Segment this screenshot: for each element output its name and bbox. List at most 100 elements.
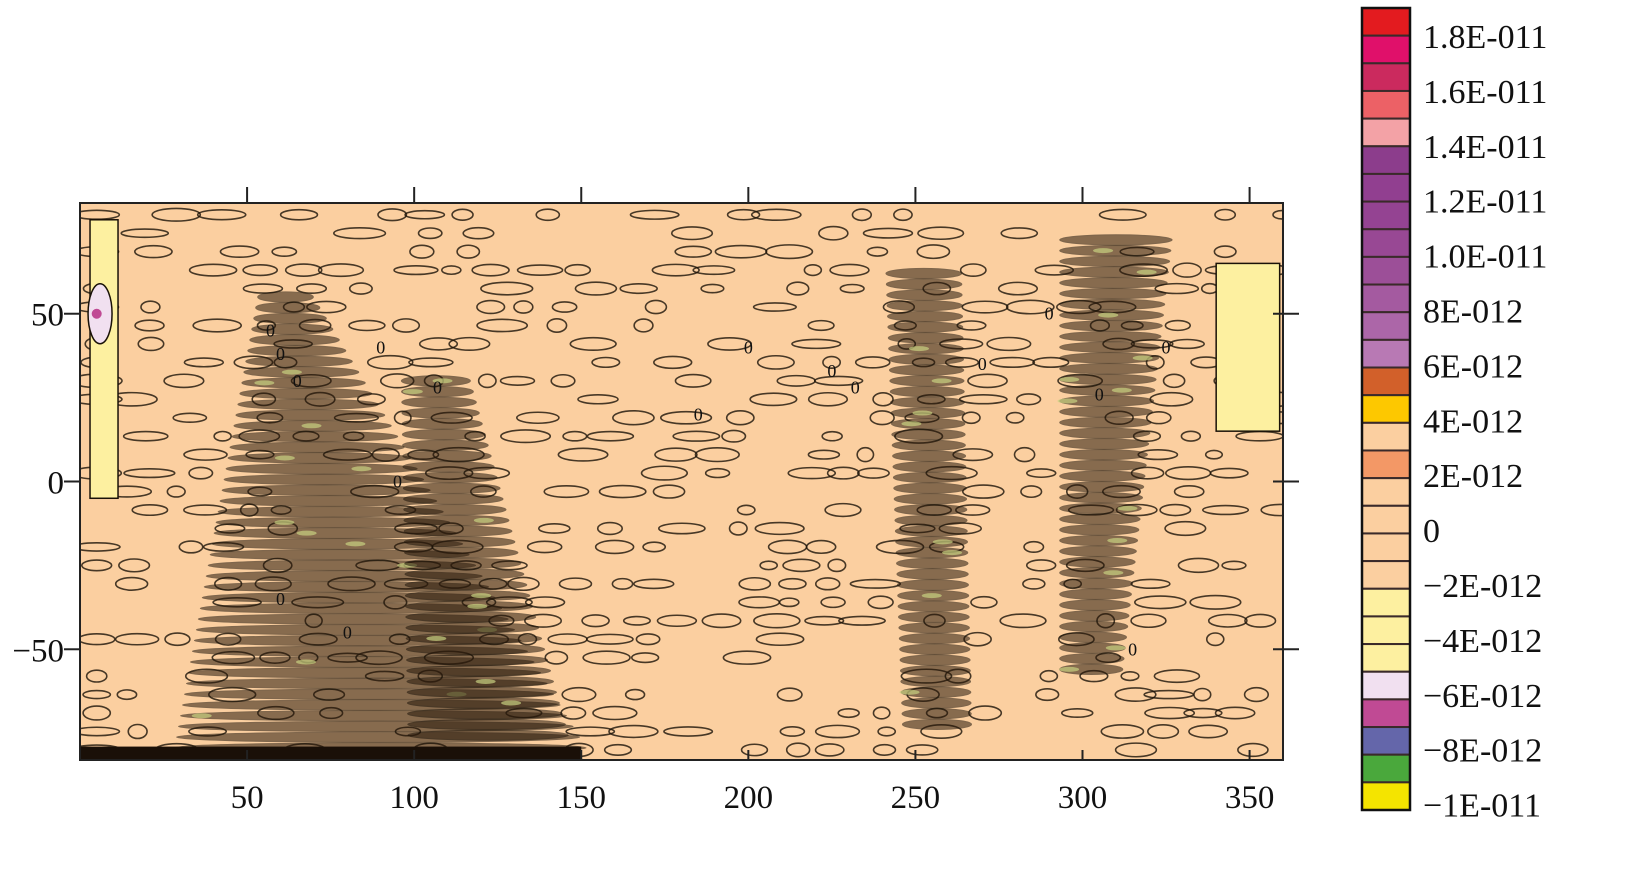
contour-band [249, 334, 340, 346]
contour-loop [409, 244, 435, 259]
contour-band [402, 461, 495, 473]
contour-loop [122, 430, 169, 442]
contour-highlight [901, 421, 922, 427]
contour-loop [279, 208, 319, 221]
contour-loop [1130, 613, 1167, 629]
contour-loop [837, 707, 860, 719]
contour-highlight [1136, 269, 1157, 275]
contour-band [255, 302, 321, 314]
contour-band [1059, 599, 1131, 611]
contour-loop [659, 410, 713, 425]
contour-loop [866, 246, 889, 257]
contour-loop [178, 540, 204, 554]
contour-loop [1183, 707, 1223, 719]
contour-highlight [274, 455, 295, 461]
contour-band [899, 654, 971, 666]
contour-highlight [473, 517, 494, 523]
colorbar-label: 2E-012 [1423, 458, 1523, 495]
colorbar-swatch [1361, 255, 1411, 286]
contour-band [1059, 384, 1156, 396]
contour-loop [916, 244, 951, 260]
contour-loop [1032, 356, 1070, 369]
contour-loop [164, 632, 191, 647]
contour-band [403, 493, 504, 505]
contour-loop [779, 726, 806, 737]
edge-region-west [89, 219, 119, 500]
contour-loop [163, 373, 205, 389]
contour-highlight [254, 380, 275, 386]
contour-loop [652, 484, 686, 499]
colorbar-swatch [1361, 504, 1411, 535]
x-tick-label: 200 [724, 780, 774, 816]
contour-loop [999, 613, 1047, 629]
contour-band [901, 708, 972, 720]
contour-loop [1201, 504, 1250, 516]
contour-loop [959, 263, 987, 278]
y-tick-label: −50 [12, 633, 64, 669]
contour-loop [851, 208, 873, 222]
contour-loop [188, 263, 238, 277]
contour-band [402, 471, 498, 484]
contour-loop [242, 283, 284, 294]
contour-loop [804, 615, 845, 626]
contour-loop [630, 652, 660, 664]
contour-band [407, 708, 563, 720]
contour-loop [1237, 742, 1269, 758]
contour-loop [778, 577, 807, 590]
contour-band [895, 536, 968, 548]
colorbar-swatch [1361, 172, 1411, 203]
bottom-band [80, 746, 582, 760]
contour-band [405, 643, 546, 655]
contour-band [251, 323, 334, 335]
contour-loop [596, 521, 623, 536]
contour-band [1059, 620, 1129, 633]
contour-loop [869, 410, 895, 426]
contour-highlight [296, 530, 317, 536]
contour-loop [822, 355, 842, 370]
contour-loop [546, 318, 568, 333]
contour-loop [524, 596, 566, 609]
contour-loop [1035, 688, 1060, 702]
colorbar-swatch [1361, 753, 1411, 784]
contour-band [1059, 631, 1127, 643]
contour-highlight [931, 378, 952, 384]
contour-loop [803, 264, 823, 277]
contour-band [897, 600, 970, 612]
contour-loop [118, 558, 151, 573]
contour-loop [1207, 613, 1248, 628]
contour-band [896, 557, 969, 569]
contour-band [1059, 470, 1146, 482]
contour-loop [1023, 540, 1045, 554]
contour-loop [1134, 595, 1187, 610]
negative-core [91, 308, 102, 319]
contour-loop [785, 742, 811, 758]
contour-loop [172, 412, 208, 423]
contour-loop [692, 265, 736, 276]
contour-loop [404, 209, 446, 220]
colorbar-swatch [1361, 394, 1411, 424]
contour-loop [1162, 373, 1186, 389]
contour-band [1059, 416, 1152, 429]
contour-loop [658, 522, 706, 535]
contour-loop [284, 263, 323, 277]
contour-loop [196, 209, 247, 221]
contour-band [887, 332, 964, 344]
contour-band [892, 471, 967, 484]
contour-loop [348, 282, 373, 295]
contour-loop [663, 726, 714, 737]
contour-loop [818, 225, 849, 241]
contour-band [227, 452, 412, 464]
contour-loop [1005, 411, 1025, 424]
colorbar-label: 8E-012 [1423, 294, 1523, 331]
contour-band [401, 428, 486, 441]
contour-band [1059, 492, 1144, 504]
contour-loop [544, 650, 569, 665]
contour-loop [441, 265, 462, 276]
contour-highlight [351, 466, 372, 472]
contour-band [1059, 363, 1158, 375]
contour-loop [608, 724, 659, 739]
contour-loop [813, 375, 864, 387]
contour-loop [188, 466, 214, 480]
contour-loop [805, 539, 837, 555]
contour-loop [317, 263, 365, 278]
